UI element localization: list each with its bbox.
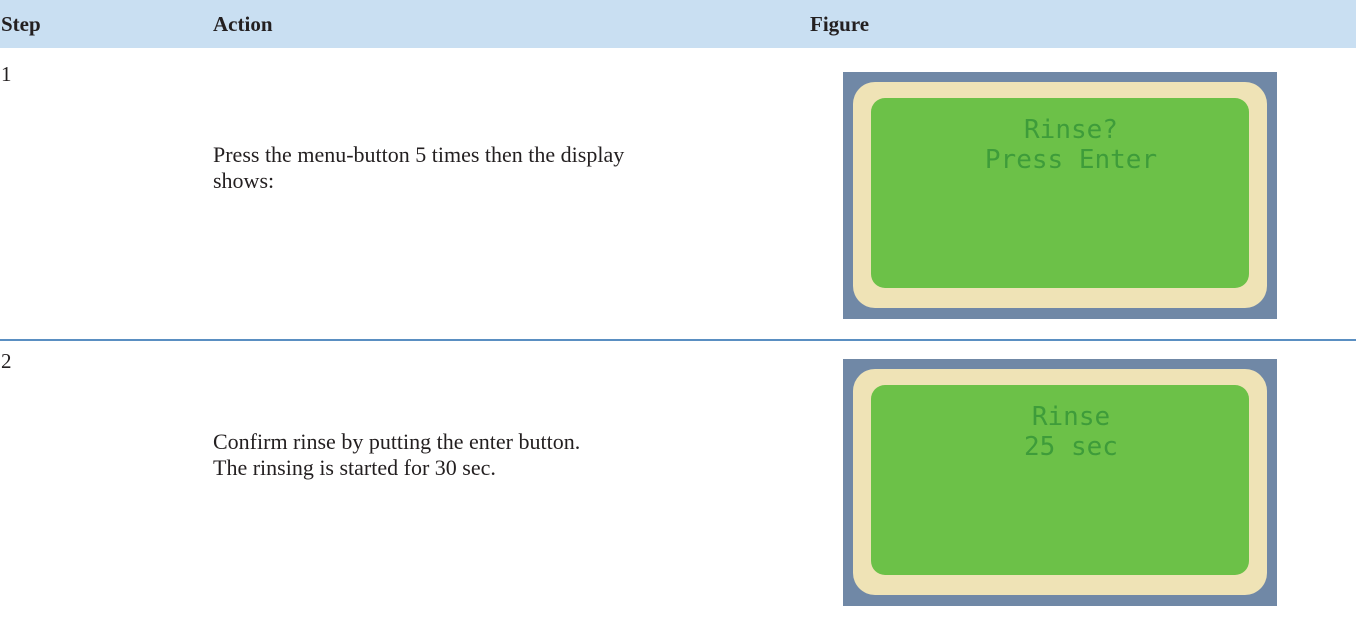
- header-cell: Action: [213, 12, 273, 36]
- lcd-screen: [871, 98, 1249, 288]
- step-number: 1: [1, 62, 12, 86]
- lcd-text: Press Enter: [985, 145, 1157, 175]
- lcd-screen: [871, 385, 1249, 575]
- action-line: Confirm rinse by putting the enter butto…: [213, 429, 581, 454]
- lcd-text: Rinse: [1032, 402, 1110, 432]
- action-text: Confirm rinse by putting the enter butto…: [213, 429, 580, 481]
- lcd-text: 25 sec: [1024, 432, 1118, 462]
- action-line: The rinsing is started for 30 sec.: [213, 455, 496, 480]
- row-rule: [0, 339, 1356, 341]
- action-line: Press the menu-button 5 times then the d…: [213, 142, 625, 167]
- action-text: Press the menu-button 5 times then the d…: [213, 142, 624, 194]
- header-cell: Figure: [810, 12, 870, 36]
- lcd-text: Rinse?: [1024, 115, 1118, 145]
- header-cell: Step: [1, 12, 41, 36]
- table-header: Step Action Figure: [0, 0, 1356, 48]
- step-number: 2: [1, 349, 12, 373]
- lcd-figure: Rinse?Press Enter: [843, 72, 1277, 319]
- action-line: shows:: [213, 168, 275, 193]
